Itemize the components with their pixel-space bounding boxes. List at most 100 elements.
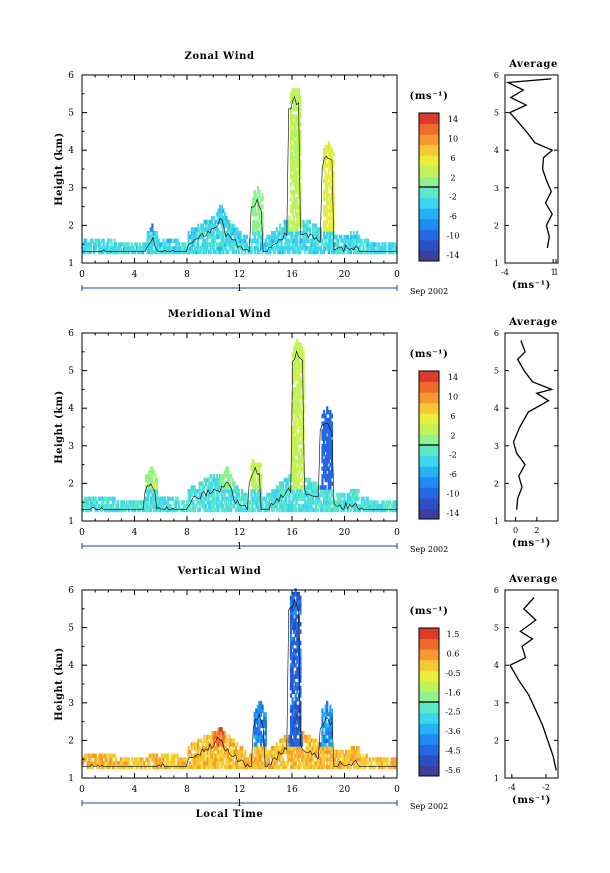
x-tick-label: 0: [79, 270, 85, 280]
heatmap-cell: [294, 591, 297, 597]
heatmap-cell: [154, 231, 157, 236]
heatmap-cell: [289, 246, 293, 251]
heatmap-cell: [201, 231, 204, 236]
heatmap-cell: [326, 182, 329, 187]
heatmap-cell: [326, 757, 329, 762]
heatmap-cell: [145, 500, 148, 505]
heatmap-cell: [206, 227, 209, 232]
heatmap-cell: [321, 242, 324, 247]
heatmap-cell: [293, 189, 296, 195]
heatmap-cell: [181, 757, 184, 762]
heatmap-cell: [260, 761, 263, 766]
heatmap-cell: [174, 496, 178, 501]
heatmap-cell: [300, 432, 304, 437]
heatmap-cell: [308, 231, 311, 236]
heatmap-cell: [123, 242, 126, 247]
heatmap-cell: [305, 485, 308, 490]
heatmap-cell: [291, 731, 294, 736]
heatmap-cell: [277, 500, 280, 505]
heatmap-cell: [324, 428, 327, 434]
colorbar-swatch: [419, 476, 439, 488]
heatmap-cell: [327, 167, 330, 172]
heatmap-cell: [291, 413, 294, 419]
heatmap-cell: [215, 242, 219, 247]
colorbar-swatch: [419, 670, 439, 682]
colorbar-swatch: [419, 229, 439, 241]
heatmap-cell: [149, 500, 152, 505]
heatmap-cell: [277, 242, 280, 247]
heatmap-cell: [226, 238, 230, 243]
heatmap-cell: [220, 477, 223, 483]
heatmap-cell: [93, 242, 96, 247]
heatmap-cell: [195, 496, 198, 501]
heatmap-cell: [209, 746, 212, 751]
heatmap-cell: [154, 477, 157, 483]
heatmap-cell: [343, 757, 346, 762]
heatmap-cell: [217, 242, 220, 247]
colorbar-label: -10: [447, 232, 460, 241]
heatmap-cell: [300, 425, 304, 430]
heatmap-cell: [389, 242, 392, 247]
heatmap-cell: [289, 625, 293, 631]
heatmap-cell: [283, 507, 286, 513]
heatmap-cell: [318, 238, 321, 243]
heatmap-cell: [212, 507, 215, 513]
heatmap-cell: [293, 353, 296, 359]
heatmap-cell: [264, 734, 267, 740]
heatmap-cell: [293, 349, 296, 355]
heatmap-cell: [282, 764, 285, 770]
heatmap-cell: [310, 489, 313, 494]
heatmap-cell: [305, 238, 308, 243]
x-tick-label: 4: [132, 270, 138, 280]
heatmap-cell: [208, 734, 211, 740]
heatmap-cell: [300, 346, 304, 351]
heatmap-cell: [365, 757, 368, 762]
heatmap-cell: [291, 451, 294, 456]
heatmap-cell: [280, 249, 283, 255]
heatmap-cell: [300, 477, 304, 483]
heatmap-cell: [348, 761, 351, 766]
heatmap-cell: [152, 507, 156, 513]
heatmap-cell: [189, 507, 192, 513]
heatmap-cell: [288, 489, 291, 494]
heatmap-cell: [197, 238, 200, 243]
heatmap-cell: [335, 507, 338, 513]
heatmap-cell: [293, 734, 296, 740]
heatmap-cell: [88, 496, 91, 501]
heatmap-cell: [278, 504, 282, 509]
heatmap-cell: [370, 500, 373, 505]
heatmap-cell: [293, 391, 296, 396]
heatmap-cell: [156, 500, 159, 505]
heatmap-cell: [190, 231, 193, 236]
heatmap-cell: [241, 492, 244, 498]
heatmap-cell: [152, 231, 156, 236]
heatmap-cell: [230, 227, 233, 232]
heatmap-cell: [329, 178, 332, 183]
heatmap-cell: [324, 477, 327, 483]
heatmap-cell: [182, 246, 185, 251]
heatmap-cell: [315, 500, 318, 505]
heatmap-cell: [260, 485, 263, 490]
heatmap-cell: [146, 489, 149, 494]
heatmap-cell: [195, 764, 198, 770]
heatmap-cell: [132, 761, 135, 766]
heatmap-cell: [299, 193, 302, 198]
heatmap-cell: [293, 618, 296, 623]
heatmap-cell: [327, 421, 330, 426]
heatmap-cell: [326, 504, 329, 509]
heatmap-cell: [351, 500, 354, 505]
heatmap-cell: [330, 249, 333, 255]
heatmap-cell: [208, 242, 211, 247]
heatmap-cell: [291, 193, 294, 198]
heatmap-cell: [329, 167, 332, 172]
heatmap-cell: [197, 749, 200, 755]
heatmap-cell: [278, 231, 282, 236]
heatmap-cell: [319, 485, 322, 490]
heatmap-cell: [184, 504, 187, 509]
heatmap-cell: [286, 238, 289, 243]
heatmap-cell: [326, 436, 329, 441]
heatmap-cell: [156, 504, 159, 509]
heatmap-cell: [220, 489, 223, 494]
heatmap-cell: [354, 242, 357, 247]
heatmap-cell: [334, 242, 337, 247]
